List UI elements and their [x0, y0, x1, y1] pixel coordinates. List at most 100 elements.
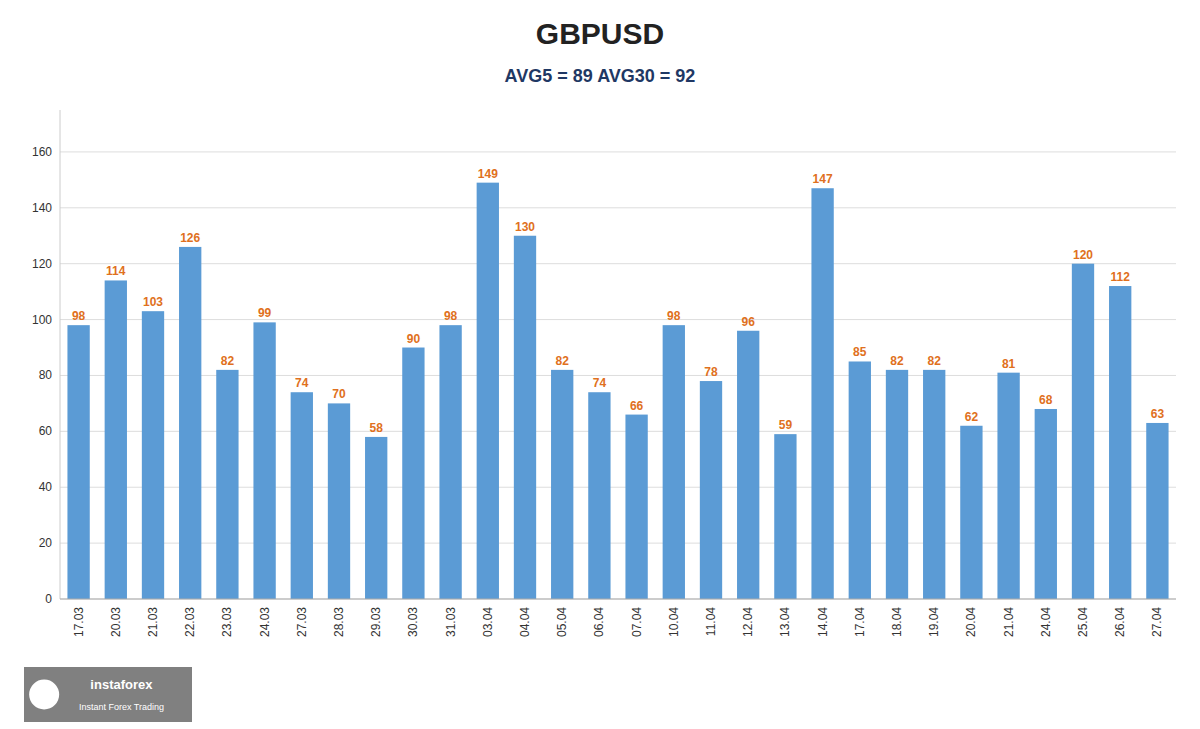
logo-icon	[29, 680, 59, 710]
bar	[216, 370, 238, 599]
x-tick-label: 23.03	[220, 607, 234, 637]
y-axis-line	[60, 110, 61, 599]
data-label: 149	[478, 167, 498, 181]
data-label: 62	[965, 410, 979, 424]
x-tick-label: 22.03	[183, 607, 197, 637]
x-tick-label: 29.03	[369, 607, 383, 637]
data-label: 66	[630, 399, 644, 413]
data-label: 114	[106, 264, 126, 278]
data-label: 120	[1073, 248, 1093, 262]
data-label: 126	[180, 231, 200, 245]
grid-line	[60, 207, 1176, 208]
data-label: 70	[332, 387, 346, 401]
data-label: 112	[1111, 270, 1131, 284]
bar	[1072, 264, 1094, 599]
data-label: 130	[515, 220, 535, 234]
bar	[142, 311, 164, 599]
data-label: 58	[370, 421, 384, 435]
x-tick-label: 05.04	[555, 607, 569, 637]
subtitle: AVG5 = 89 AVG30 = 92	[505, 66, 696, 86]
x-tick-label: 17.04	[853, 607, 867, 637]
data-label: 99	[258, 306, 272, 320]
data-label: 103	[143, 295, 163, 309]
data-label: 74	[593, 376, 607, 390]
x-tick-label: 26.04	[1113, 607, 1127, 637]
bar	[179, 247, 201, 599]
x-tick-label: 21.04	[1002, 607, 1016, 637]
bar	[625, 415, 647, 599]
bar	[960, 426, 982, 599]
bar	[105, 280, 127, 599]
data-label: 63	[1151, 407, 1165, 421]
data-label: 81	[1002, 357, 1016, 371]
logo-text: instaforex	[90, 677, 153, 692]
bar	[1146, 423, 1168, 599]
x-tick-label: 21.03	[146, 607, 160, 637]
bar	[402, 348, 424, 599]
grid-line	[60, 263, 1176, 264]
x-tick-label: 13.04	[778, 607, 792, 637]
bar	[439, 325, 461, 599]
bar	[923, 370, 945, 599]
grid-line	[60, 151, 1176, 152]
x-tick-label: 07.04	[630, 607, 644, 637]
data-label: 147	[813, 172, 833, 186]
y-tick-label: 160	[32, 145, 52, 159]
y-tick-label: 0	[45, 592, 52, 606]
bar	[253, 322, 275, 599]
x-tick-label: 10.04	[667, 607, 681, 637]
x-tick-label: 24.04	[1039, 607, 1053, 637]
bar	[997, 373, 1019, 599]
y-tick-label: 100	[32, 313, 52, 327]
bar	[1035, 409, 1057, 599]
bar	[551, 370, 573, 599]
data-label: 90	[407, 332, 421, 346]
x-tick-label: 06.04	[592, 607, 606, 637]
grid-line	[60, 319, 1176, 320]
chart: GBPUSDAVG5 = 89 AVG30 = 9202040608010012…	[0, 0, 1200, 729]
x-tick-label: 12.04	[741, 607, 755, 637]
x-tick-label: 20.03	[109, 607, 123, 637]
y-tick-label: 80	[39, 368, 53, 382]
bar	[365, 437, 387, 599]
bar	[663, 325, 685, 599]
logo-subtext: Instant Forex Trading	[79, 702, 164, 712]
bar	[588, 392, 610, 599]
bar	[737, 331, 759, 599]
bar	[1109, 286, 1131, 599]
x-tick-label: 30.03	[406, 607, 420, 637]
title: GBPUSD	[536, 17, 664, 50]
data-labels: 9811410312682997470589098149130827466987…	[72, 167, 1164, 435]
logo-background	[24, 667, 192, 722]
data-label: 68	[1039, 393, 1053, 407]
x-tick-label: 28.03	[332, 607, 346, 637]
data-label: 98	[444, 309, 458, 323]
x-axis-line	[60, 599, 1176, 600]
bars	[67, 183, 1168, 599]
x-tick-label: 27.04	[1150, 607, 1164, 637]
grid-line	[60, 599, 1176, 600]
data-label: 82	[928, 354, 942, 368]
data-label: 85	[853, 345, 867, 359]
x-tick-label: 14.04	[816, 607, 830, 637]
x-tick-label: 31.03	[444, 607, 458, 637]
data-label: 96	[742, 315, 756, 329]
bar	[514, 236, 536, 599]
data-label: 82	[556, 354, 570, 368]
data-label: 98	[667, 309, 681, 323]
x-tick-label: 27.03	[295, 607, 309, 637]
y-tick-label: 40	[39, 480, 53, 494]
data-label: 78	[704, 365, 718, 379]
bar	[477, 183, 499, 599]
grid	[60, 152, 1176, 599]
y-tick-label: 140	[32, 201, 52, 215]
y-tick-label: 120	[32, 257, 52, 271]
y-tick-label: 20	[39, 536, 53, 550]
data-label: 98	[72, 309, 86, 323]
bar	[291, 392, 313, 599]
x-tick-label: 18.04	[890, 607, 904, 637]
x-tick-label: 11.04	[704, 607, 718, 636]
logo: instaforex Instant Forex Trading	[24, 667, 192, 722]
x-tick-label: 20.04	[964, 607, 978, 637]
data-label: 82	[221, 354, 235, 368]
